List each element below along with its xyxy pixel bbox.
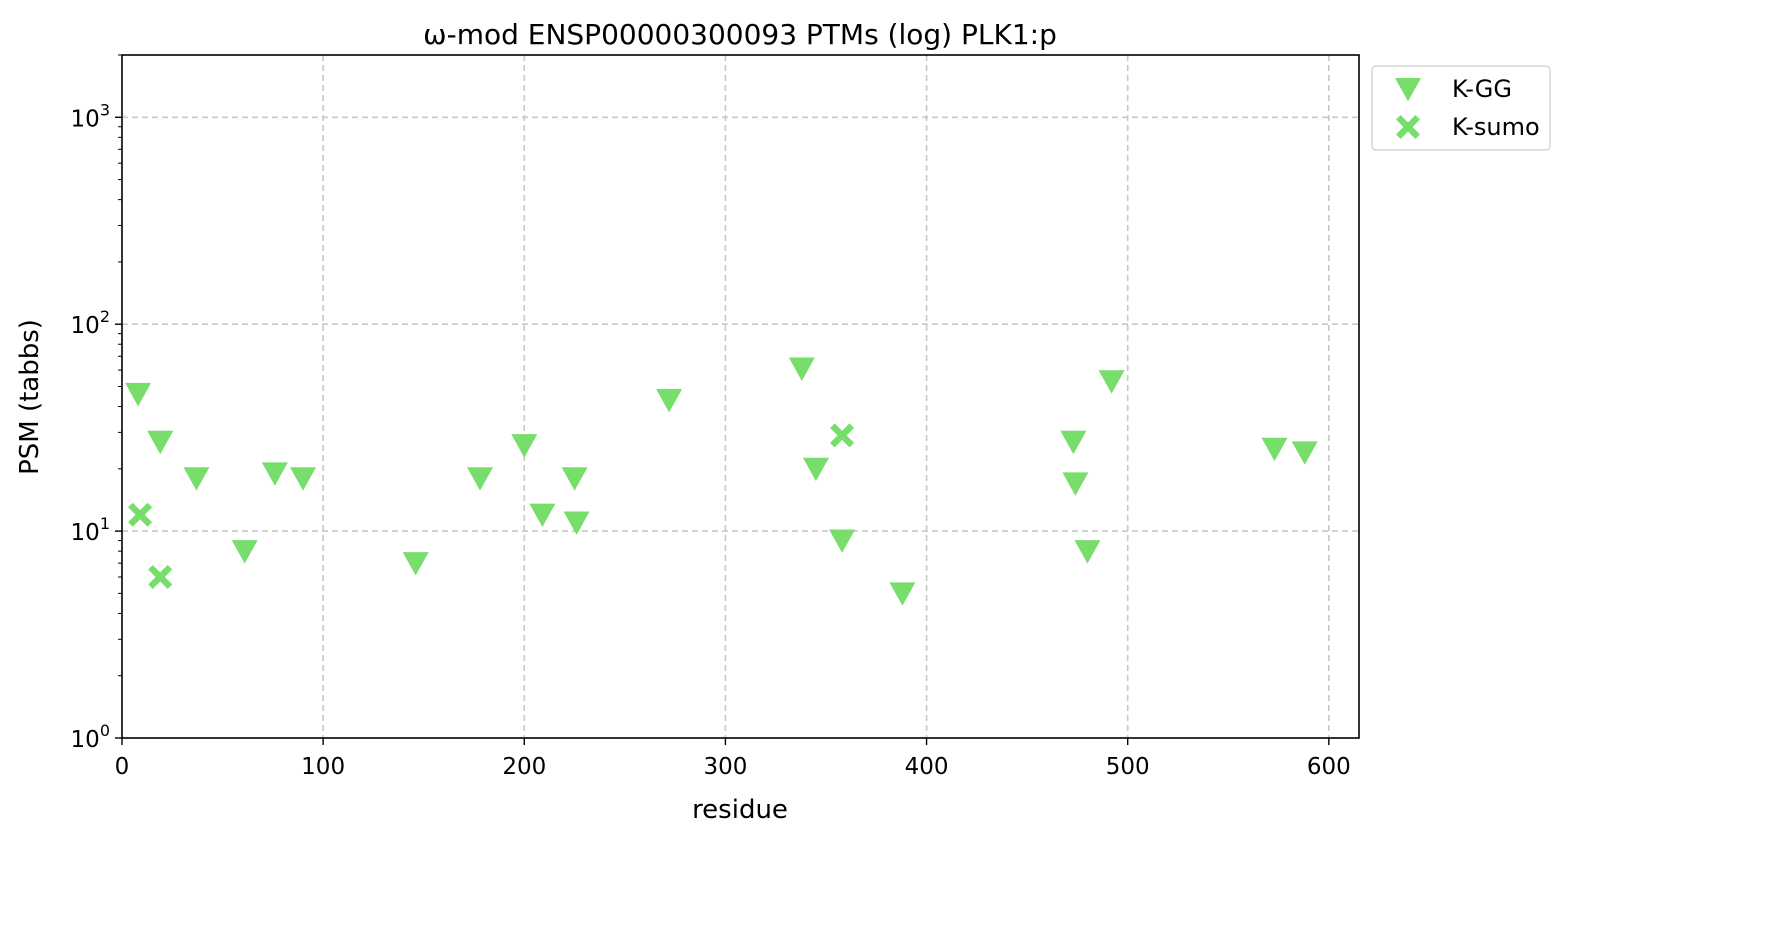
grid-lines [122,55,1359,738]
plot-frame [121,54,1360,739]
x-tick-label: 300 [703,754,747,780]
legend-k-sumo-marker [1396,115,1420,139]
k-gg-point [1062,472,1089,496]
chart-title: ω-mod ENSP00000300093 PTMs (log) PLK1:p [423,18,1057,51]
legend-k-gg-marker [1395,77,1421,102]
k-gg-point [147,430,174,455]
k-gg-point [1060,430,1087,455]
legend-label: K-GG [1452,75,1512,103]
k-gg-point [1074,540,1101,564]
k-gg-point [1261,437,1288,462]
x-axis-ticks: 0 100 200 300 400 500 600 [115,738,1351,780]
k-sumo-point [128,502,153,527]
k-sumo-point [830,423,855,448]
x-tick-label: 100 [301,754,345,780]
k-gg-point [529,503,556,528]
legend-label: K-sumo [1452,113,1540,141]
k-sumo-point [148,564,173,589]
k-gg-point [467,467,494,491]
x-tick-label: 0 [115,754,130,780]
x-tick-label: 500 [1106,754,1150,780]
x-tick-label: 600 [1307,754,1351,780]
k-gg-point [183,467,210,491]
x-tick-label: 200 [502,754,546,780]
k-gg-point [563,511,590,535]
data-points [125,357,1318,606]
y-tick-label: 103 [71,100,110,132]
legend: K-GG K-sumo [1371,65,1551,151]
k-gg-point [125,382,152,407]
k-gg-point [802,457,829,482]
y-tick-label: 100 [71,721,110,753]
x-axis-label: residue [692,795,788,825]
y-tick-label: 102 [71,307,110,339]
k-gg-point [889,582,916,606]
k-gg-point [561,467,588,491]
k-gg-point [829,529,856,553]
k-gg-point [656,388,683,413]
k-gg-point [1098,370,1125,394]
x-tick-label: 400 [905,754,949,780]
k-gg-point [1291,441,1318,465]
k-gg-point [261,462,288,486]
k-gg-point [402,552,429,576]
y-tick-label: 101 [71,514,110,546]
k-gg-point [290,467,317,491]
k-gg-point [511,434,538,458]
legend-frame [1371,65,1551,151]
y-axis-label: PSM (tabbs) [15,319,45,475]
k-gg-point [788,357,815,381]
y-axis-ticks: 100 101 102 103 [71,100,122,753]
k-gg-point [231,540,258,564]
